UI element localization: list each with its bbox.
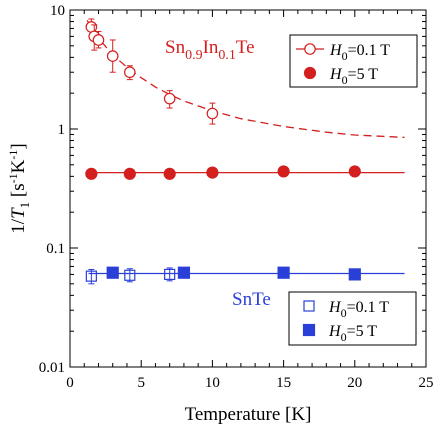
data-point [177, 266, 191, 279]
legend-value: =5 T [348, 66, 379, 83]
legend-sub: 0 [341, 306, 347, 320]
legend-var: H [329, 66, 343, 83]
annotation-part: Sn [165, 37, 186, 58]
legend-value: =0.1 T [347, 299, 390, 316]
data-point [206, 107, 219, 120]
data-point [206, 166, 219, 179]
legend-marker [303, 300, 315, 312]
x-tick-label: 15 [276, 375, 291, 391]
legend-value: =5 T [347, 323, 378, 340]
data-point [348, 268, 361, 281]
x-tick-label: 25 [419, 375, 434, 391]
data-point [163, 92, 176, 105]
annotation-sn-in-te: Sn0.9In0.1Te [165, 37, 255, 63]
data-point [277, 165, 290, 178]
y-axis-label-text: 1/T1 [s-1K-1] [6, 143, 32, 233]
y-label-part: -1 [6, 150, 20, 160]
data-point [277, 266, 290, 279]
data-point [163, 167, 176, 180]
legends: H0=0.1 TH0=5 TH0=0.1 TH0=5 T [288, 34, 418, 346]
legend-sub: 0 [341, 330, 347, 344]
legend-label: H0=5 T [328, 323, 377, 344]
legend-label: H0=0.1 T [328, 299, 389, 320]
data-point [106, 266, 119, 279]
y-tick-label: 1 [58, 122, 66, 138]
annotation-part: SnTe [232, 289, 271, 310]
legend-value: =0.1 T [348, 42, 391, 59]
legend-bottom-right: H0=0.1 TH0=5 T [288, 291, 417, 346]
data-point [85, 167, 98, 180]
annotation-snte: SnTe [232, 289, 271, 310]
legend-sub: 0 [342, 73, 348, 87]
data-point [123, 167, 136, 180]
y-label-part: T [8, 207, 29, 219]
y-label-part: K [8, 159, 29, 173]
legend-var: H [328, 323, 342, 340]
data-point [348, 165, 361, 178]
legend-var: H [329, 42, 343, 59]
x-tick-label: 0 [66, 375, 74, 391]
data-point [124, 66, 136, 79]
data-point [124, 269, 136, 281]
legend-sub: 0 [342, 49, 348, 63]
tick-labels: 0 5 10 15 20 25 0.01 0.1 1 10 [39, 3, 434, 391]
y-label-part: [s [8, 183, 29, 201]
legend-var: H [328, 299, 342, 316]
y-tick-label: 0.01 [39, 360, 65, 376]
legend-marker [304, 43, 316, 55]
data-point [85, 270, 97, 282]
y-label-part: -1 [6, 173, 20, 183]
legend-label: H0=5 T [329, 66, 378, 87]
axis-ticks [69, 9, 427, 368]
annotation-part: 0.1 [218, 48, 236, 63]
x-tick-label: 10 [205, 375, 220, 391]
y-label-part: 1 [17, 202, 32, 209]
data-point [85, 21, 98, 33]
y-tick-label: 10 [50, 3, 65, 19]
annotation-part: In [203, 37, 219, 58]
y-axis-label: 1/T1 [s-1K-1] [6, 143, 32, 233]
plot-frame [69, 9, 427, 368]
y-label-part: 1/ [8, 218, 29, 234]
legend-label: H0=0.1 T [329, 42, 390, 63]
annotation-part: 0.9 [185, 48, 203, 63]
y-tick-label: 0.1 [46, 241, 65, 257]
data-points [85, 18, 361, 285]
x-tick-label: 5 [137, 375, 145, 391]
legend-marker [303, 66, 317, 80]
x-tick-label: 20 [347, 375, 362, 391]
x-axis-label: Temperature [K] [185, 404, 312, 425]
data-point [106, 50, 119, 62]
legend-marker [302, 323, 316, 337]
legend-top-right: H0=0.1 TH0=5 T [289, 34, 418, 88]
annotation-part: Te [236, 37, 255, 58]
y-label-part: ] [8, 143, 29, 149]
data-point [164, 268, 176, 280]
data-point [92, 34, 105, 46]
